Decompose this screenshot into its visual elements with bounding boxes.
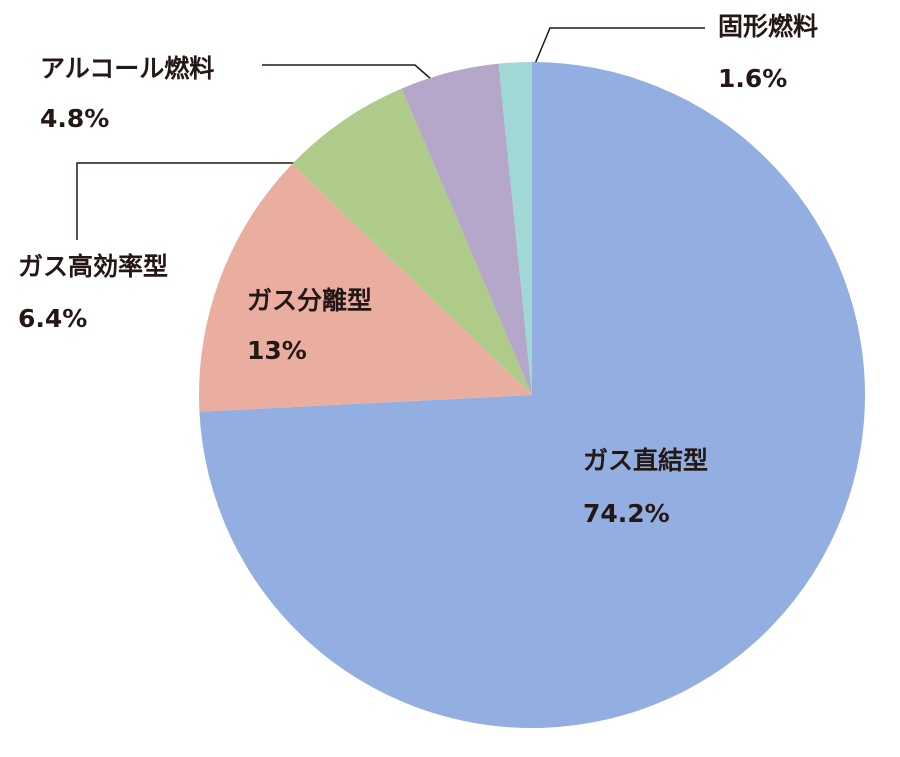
- slice-label: ガス高効率型: [18, 252, 168, 281]
- value-label: 74.2%: [583, 499, 670, 528]
- slice-label: ガス直結型: [583, 446, 708, 475]
- value-label: 6.4%: [18, 304, 87, 333]
- slice-label: 固形燃料: [718, 12, 818, 41]
- pie-slice: [292, 88, 532, 395]
- value-label: 13%: [247, 336, 307, 365]
- slice-label: アルコール燃料: [40, 54, 214, 83]
- slice-label: ガス分離型: [247, 286, 372, 315]
- pie-slice: [199, 164, 532, 412]
- value-label: 1.6%: [718, 64, 787, 93]
- pie-slice: [401, 63, 532, 396]
- pie-slice: [199, 62, 865, 729]
- leader-line: [76, 162, 300, 240]
- value-label: 4.8%: [40, 104, 109, 133]
- pie-slice: [498, 62, 532, 395]
